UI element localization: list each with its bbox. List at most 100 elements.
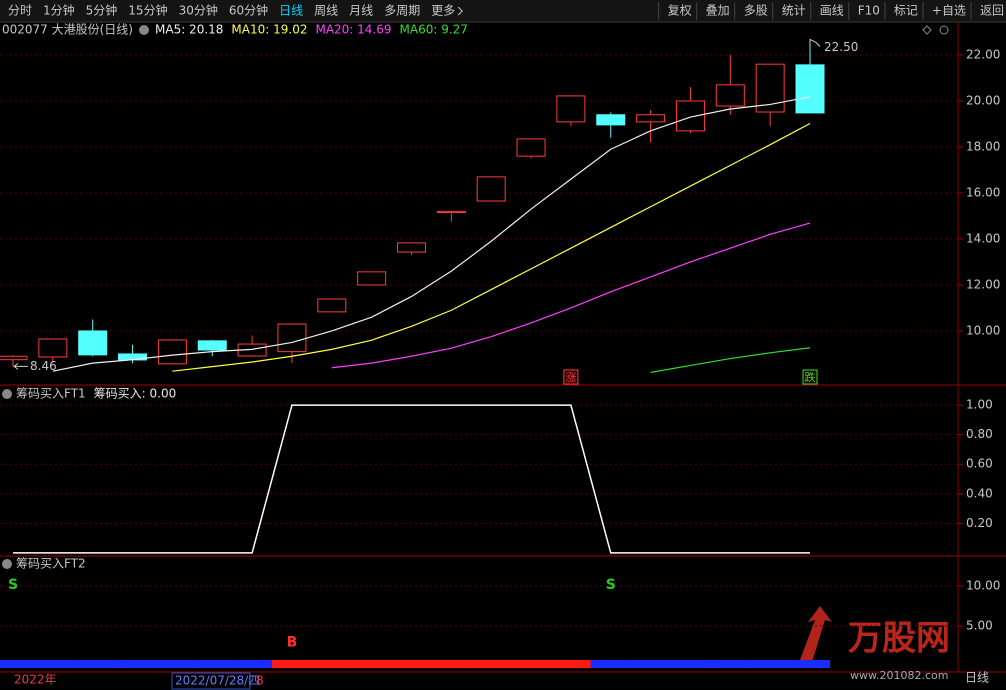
- high-marker-label: 22.50: [824, 40, 858, 54]
- candle-body: [715, 84, 745, 107]
- candle-body: [277, 323, 307, 353]
- watermark-brand: 万股网: [848, 619, 950, 659]
- low-marker: [13, 362, 28, 370]
- legend-entry: MA60: 9.27: [400, 23, 468, 37]
- y-tick-label: 20.00: [966, 93, 1000, 107]
- dropdown-icon[interactable]: [2, 559, 12, 569]
- y-tick-label: 0.60: [966, 457, 993, 471]
- toolbar-tab[interactable]: 日线: [279, 4, 303, 18]
- y-tick-label: 14.00: [966, 231, 1000, 245]
- ma-line: [52, 96, 811, 372]
- cursor-date: 2022/07/28/四: [175, 674, 260, 688]
- signal-band: [710, 660, 751, 668]
- toolbar-tab[interactable]: 多周期: [384, 4, 420, 18]
- y-tick-label: 5.00: [966, 618, 993, 632]
- chart-title: 002077 大港股份(日线): [2, 23, 133, 37]
- signal-band: [431, 660, 472, 668]
- toolbar-button[interactable]: 统计: [782, 4, 806, 18]
- toolbar-button[interactable]: 画线: [820, 4, 844, 18]
- y-tick-label: 0.40: [966, 486, 993, 500]
- toolbar: [0, 0, 1006, 22]
- candle-body: [675, 100, 705, 132]
- candle-body: [516, 138, 546, 157]
- candle-body: [436, 210, 466, 214]
- toolbar-tab[interactable]: 60分钟: [229, 3, 268, 18]
- signal-label: S: [8, 577, 18, 593]
- legend-entry: MA10: 19.02: [231, 23, 307, 37]
- y-tick-label: 0.80: [966, 427, 993, 441]
- toolbar-tab[interactable]: 15分钟: [128, 3, 167, 18]
- candle-body: [397, 242, 426, 253]
- signal-band: [0, 660, 33, 668]
- candle-body: [755, 63, 785, 113]
- y-tick-label: 16.00: [966, 185, 1000, 199]
- signal-tag: [802, 369, 818, 385]
- candle-body: [795, 64, 825, 114]
- cursor-box: [171, 672, 251, 690]
- panel-title: 筹码买入FT2: [16, 557, 86, 571]
- signal-tag-text: 涨: [565, 371, 576, 384]
- signal-band: [311, 660, 352, 668]
- toolbar-button[interactable]: 返回: [980, 4, 1004, 18]
- icon[interactable]: [922, 25, 932, 35]
- candle-body: [38, 338, 68, 358]
- dropdown-icon[interactable]: [2, 389, 12, 399]
- period-label: 日线: [965, 671, 989, 685]
- toolbar-tab[interactable]: 更多: [431, 4, 455, 18]
- high-marker: [809, 38, 821, 47]
- candle-body: [357, 271, 387, 286]
- toolbar-tab[interactable]: 周线: [314, 4, 338, 18]
- icon[interactable]: [939, 25, 949, 35]
- signal-band: [590, 660, 631, 668]
- toolbar-button[interactable]: F10: [858, 4, 880, 18]
- toolbar-tab[interactable]: 30分钟: [179, 3, 218, 18]
- signal-band: [471, 660, 512, 668]
- y-tick-label: 12.00: [966, 277, 1000, 291]
- signal-band: [232, 660, 273, 668]
- toolbar-tab[interactable]: 月线: [349, 4, 373, 18]
- cursor-extra: 8: [256, 674, 264, 688]
- toolbar-tab[interactable]: 分时: [8, 4, 32, 18]
- signal-tag-text: 跌: [805, 370, 816, 384]
- signal-band: [152, 660, 193, 668]
- legend-entry: MA20: 14.69: [315, 23, 391, 37]
- candle-body: [157, 339, 187, 365]
- signal-band: [192, 660, 233, 668]
- signal-band: [351, 660, 392, 668]
- toolbar-tab[interactable]: 5分钟: [86, 3, 118, 18]
- y-tick-label: 1.00: [966, 398, 993, 412]
- signal-band: [511, 660, 552, 668]
- watermark-logo: [800, 606, 832, 662]
- candle-body: [556, 95, 586, 123]
- y-tick-label: 10.00: [966, 578, 1000, 592]
- candle-body: [197, 340, 227, 351]
- window-icons: [922, 25, 949, 35]
- signal-band: [32, 660, 73, 668]
- footer-year: 2022年: [14, 673, 57, 687]
- y-tick-label: 10.00: [966, 323, 1000, 337]
- panel-title: 筹码买入FT1: [16, 387, 86, 401]
- toolbar-button[interactable]: 标记: [894, 4, 918, 18]
- candle-body: [78, 330, 108, 356]
- signal-band: [271, 660, 312, 668]
- toolbar-tab[interactable]: 1分钟: [43, 3, 75, 18]
- toolbar-button[interactable]: 叠加: [706, 4, 730, 18]
- ma-line: [650, 347, 811, 373]
- candle-body: [0, 355, 28, 361]
- signal-band: [112, 660, 153, 668]
- chevron[interactable]: [457, 6, 463, 16]
- toolbar-button[interactable]: 复权: [668, 4, 692, 18]
- dropdown-icon[interactable]: [139, 25, 149, 35]
- toolbar-button[interactable]: 多股: [744, 4, 768, 18]
- toolbar-button[interactable]: +自选: [932, 4, 966, 18]
- signal-label: S: [606, 577, 616, 593]
- signal-band: [630, 660, 671, 668]
- candle-body: [317, 298, 347, 313]
- candle-body: [636, 114, 666, 123]
- signal-band: [790, 660, 830, 668]
- panel-legend: 筹码买入: 0.00: [94, 387, 177, 401]
- ma-line: [172, 122, 811, 372]
- legend-entry: MA5: 20.18: [155, 23, 223, 37]
- y-tick-label: 18.00: [966, 139, 1000, 153]
